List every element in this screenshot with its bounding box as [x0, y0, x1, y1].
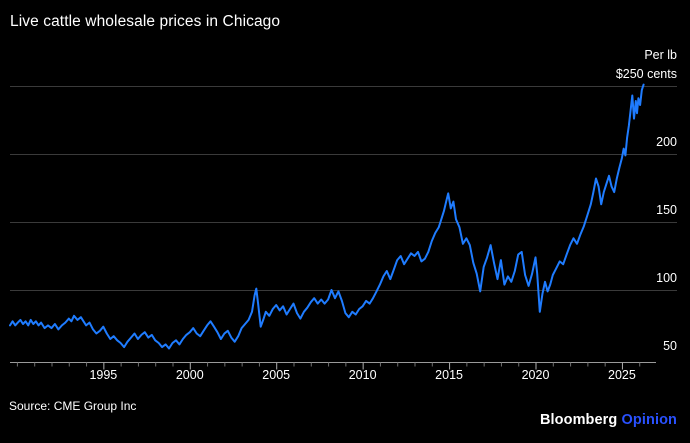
x-tick-label: 2020: [521, 368, 550, 382]
x-tick-label: 2015: [435, 368, 463, 382]
y-axis-unit-label: Per lb: [644, 48, 677, 62]
brand-bloomberg: Bloomberg: [539, 412, 618, 428]
brand-opinion: Opinion: [621, 412, 677, 428]
y-tick-label: 100: [656, 271, 677, 285]
x-tick-label: 1995: [89, 368, 118, 382]
x-tick-label: 2000: [175, 368, 204, 382]
chart-title: Live cattle wholesale prices in Chicago: [10, 13, 281, 30]
x-tick-label: 2025: [608, 368, 636, 382]
y-tick-label: 200: [656, 135, 677, 149]
source-label: Source: CME Group Inc: [9, 399, 137, 413]
y-tick-label: $250 cents: [615, 67, 677, 81]
x-tick-label: 2010: [348, 368, 377, 382]
price-line: [9, 83, 645, 350]
x-tick-label: 2005: [262, 368, 291, 382]
y-tick-label: 150: [656, 203, 677, 217]
brand-logo: Bloomberg Opinion: [540, 412, 677, 428]
y-tick-label: 50: [663, 339, 677, 353]
